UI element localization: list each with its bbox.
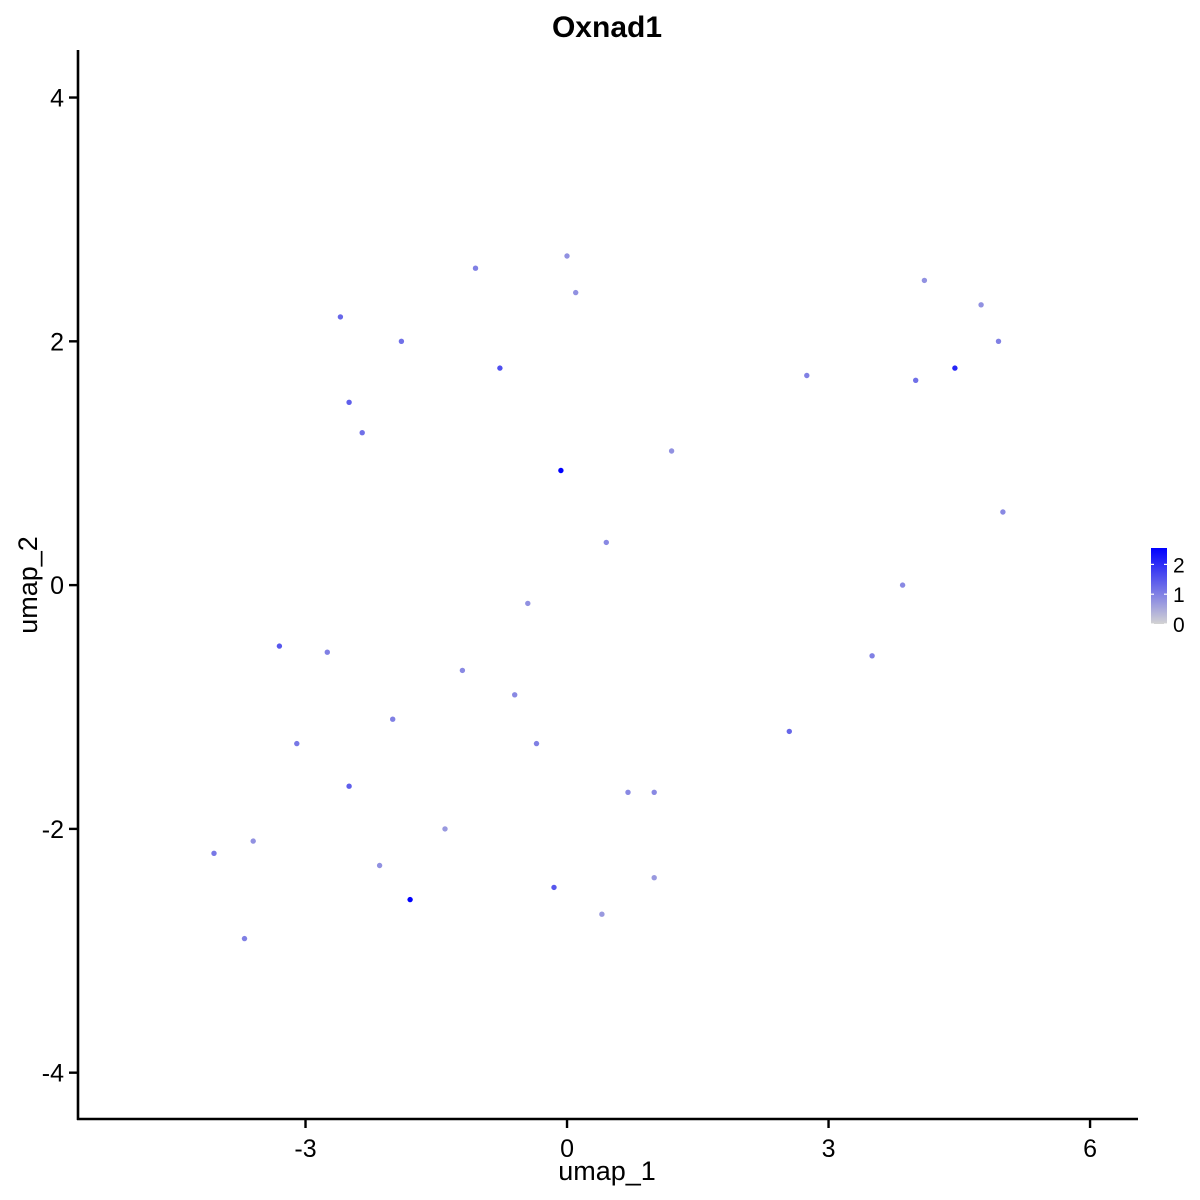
chart-title: Oxnad1 [552,11,662,44]
x-tick-label: 3 [822,1135,836,1163]
data-point [241,935,248,942]
data-point [324,649,330,655]
data-point [346,399,352,405]
legend-colorbar [1151,548,1167,624]
data-point [407,896,413,903]
legend-tick-label: 0 [1173,614,1185,637]
data-point [337,314,344,320]
data-point [551,884,557,891]
data-point [921,277,928,284]
legend-ticks: 0 1 2 [1151,554,1185,637]
x-ticks: -3 0 3 6 [294,1119,1097,1163]
data-point [564,253,570,259]
data-point [558,467,564,474]
x-tick-label: 6 [1083,1135,1097,1163]
y-tick-label: 2 [50,328,64,356]
data-point [398,338,405,344]
data-point [786,728,792,735]
data-point [899,582,906,588]
data-point [346,783,352,789]
data-point [651,875,657,881]
legend-tick-label: 2 [1173,554,1185,577]
y-ticks: -4 -2 0 2 4 [42,85,78,1088]
data-point [651,789,657,795]
y-axis-label: umap_2 [13,536,43,634]
data-point [603,539,609,546]
y-tick-label: -4 [42,1060,64,1088]
x-tick-label: -3 [294,1135,316,1163]
data-point [952,365,958,371]
data-point [525,600,531,607]
data-point [376,862,383,869]
data-point [913,377,919,383]
y-tick-label: 4 [50,85,64,113]
data-point [459,667,466,674]
data-point [995,338,1002,344]
y-tick-label: 0 [50,572,64,600]
legend-tick-label: 1 [1173,584,1185,607]
data-point [211,850,217,856]
data-point [978,302,984,308]
data-point [276,643,283,649]
data-point [294,740,300,747]
data-point [625,789,631,795]
x-axis-label: umap_1 [558,1156,656,1186]
data-point [390,716,396,722]
x-tick-label: 0 [560,1135,574,1163]
data-point [573,289,579,296]
data-point [869,653,875,659]
data-point [359,430,365,436]
data-point [250,838,256,844]
color-legend: 0 1 2 [1151,548,1185,637]
data-point [668,448,675,454]
data-point [533,740,540,747]
data-point [442,826,448,832]
data-point [599,911,605,917]
y-tick-label: -2 [42,816,64,844]
data-point [1000,509,1006,515]
data-point [472,265,479,271]
data-point [512,692,518,698]
data-point [497,365,503,371]
points-layer [211,253,1006,942]
data-point [804,372,810,379]
